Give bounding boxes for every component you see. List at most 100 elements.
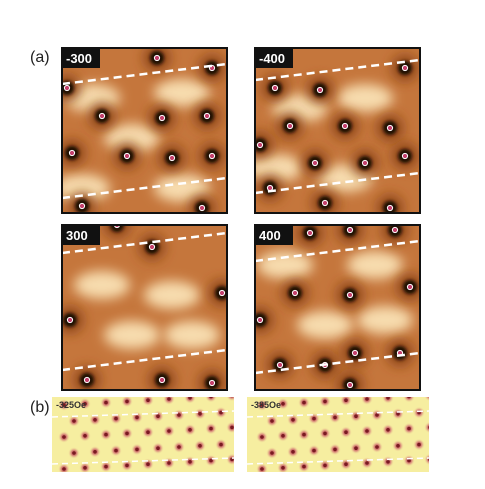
image-content [255,225,420,390]
vortex-core [417,442,421,447]
vortex-marker [148,243,156,251]
bright-region [357,306,413,334]
bright-region [164,321,220,349]
image-content [247,394,446,472]
dashed-guide [62,176,227,200]
vortex-marker [158,376,166,384]
dashed-guide [255,58,420,82]
vortex-core [198,444,202,448]
vortex-core [365,461,369,465]
vortex-core [146,430,150,434]
vortex-core [240,442,244,446]
vortex-core [428,394,432,398]
stm-image: -400 [254,47,421,214]
vortex-marker [386,204,394,212]
vortex-core [156,414,160,418]
vortex-halo [184,397,196,404]
vortex-core [104,400,108,405]
vortex-core [323,431,327,436]
vortex-core [146,462,150,466]
vortex-core [114,416,118,421]
vortex-marker [153,54,161,62]
image-label: -300 [66,51,92,66]
vortex-core [93,418,97,422]
vortex-core [146,398,150,402]
image-label: -385Oe [251,400,281,410]
vortex-core [407,397,411,399]
vortex-core [230,425,234,430]
dashed-guide [255,239,420,263]
vortex-core [83,434,87,438]
vortex-core [375,413,379,417]
vortex-halo [226,453,234,466]
vortex-halo [434,405,446,417]
vortex-core [302,432,306,437]
vortex-core [62,435,66,439]
vortex-core [62,467,66,471]
vortex-core [365,429,369,433]
panel-label: (b) [30,399,50,416]
vortex-core [135,415,139,420]
vortex-halo [424,453,429,466]
vortex-marker [291,289,299,297]
vortex-core [167,461,171,465]
vortex-marker [168,154,176,162]
vortex-core [62,403,66,407]
vortex-marker [78,202,86,210]
vortex-marker [406,283,414,291]
vortex-core [72,451,76,455]
vortex-core [177,445,181,449]
panel-label: (a) [30,49,50,66]
vortex-core [386,460,390,464]
vortex-core [209,397,213,399]
vortex-marker [68,149,76,157]
vortex-marker [286,122,294,130]
vortex-core [375,445,379,449]
label-box [255,225,293,245]
vortex-halo [226,421,234,434]
vortex-marker [346,381,354,389]
vortex-halo [163,397,175,405]
vortex-halo [382,397,394,404]
vortex-core [260,435,264,439]
vortex-marker [361,159,369,167]
dashed-guide [62,231,227,255]
vortex-core [114,448,118,453]
bright-region [154,79,210,107]
vortex-core [344,462,348,466]
vortex-core [344,398,348,402]
vortex-core [93,450,97,454]
dashed-guide [247,457,429,465]
vortex-core [260,403,264,407]
vortex-core [312,416,316,421]
vortex-core [104,464,108,469]
vortex-marker [66,316,74,324]
bright-region [104,321,160,349]
vortex-core [198,412,202,416]
vortex-marker [341,122,349,130]
vortex-marker [346,291,354,299]
bright-region [255,154,303,182]
simulation-image: -385Oe [247,394,446,472]
dashed-guide [255,351,420,375]
vortex-core [125,399,129,404]
vortex-marker [98,112,106,120]
vortex-marker [256,316,264,324]
vortex-core [167,397,171,401]
vortex-marker [218,289,226,297]
image-content [255,48,420,213]
dashed-guide [52,457,234,465]
vortex-core [438,442,442,446]
dashed-guide [247,410,429,418]
vortex-core [323,399,327,404]
image-label: 400 [259,228,281,243]
vortex-core [83,466,87,470]
image-content [62,225,227,390]
vortex-marker [351,349,359,357]
vortex-core [291,450,295,454]
vortex-marker [256,141,264,149]
image-label: -400 [259,51,285,66]
image-frame [254,47,421,214]
image-frame [61,224,228,391]
vortex-marker [158,114,166,122]
